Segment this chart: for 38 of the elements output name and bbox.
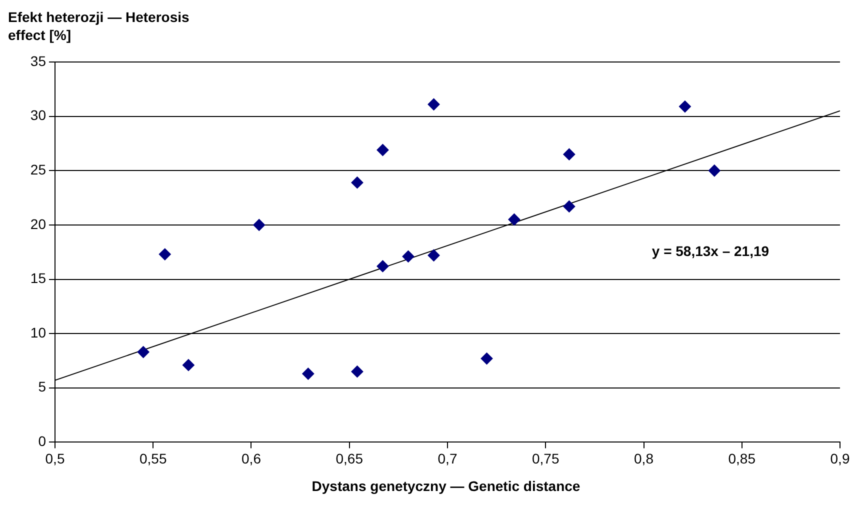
x-axis-title: Dystans genetyczny — Genetic distance <box>310 478 582 494</box>
y-tick-label: 20 <box>30 216 46 232</box>
annotation: y = 58,13x – 21,19 <box>652 242 770 259</box>
point <box>402 250 414 262</box>
x-tick-label: 0,85 <box>728 450 756 466</box>
x-tick-label: 0,9 <box>830 450 850 466</box>
point <box>480 352 493 365</box>
point <box>508 214 520 226</box>
point <box>351 176 364 189</box>
x-tick-label: 0,55 <box>140 450 167 466</box>
y-tick-label: 25 <box>30 161 46 178</box>
point <box>678 100 691 113</box>
x-tick-label: 0,75 <box>532 450 560 466</box>
point <box>428 249 440 262</box>
y-tick-label: 15 <box>30 270 46 286</box>
point <box>158 248 171 260</box>
point <box>302 368 314 380</box>
y-tick-label: 5 <box>38 378 46 395</box>
point <box>428 98 440 110</box>
y-axis-title: Efekt heterozji — Heterosis effect [%] <box>8 8 190 44</box>
point <box>708 164 720 177</box>
y-tick-label: 35 <box>30 52 46 69</box>
point <box>563 200 576 212</box>
point <box>182 359 194 372</box>
x-tick-label: 0,7 <box>438 450 458 466</box>
point <box>376 144 389 156</box>
x-tick-label: 0,5 <box>45 450 65 466</box>
y-tick-label: 30 <box>30 107 46 124</box>
point <box>351 366 364 378</box>
y-tick-label: 10 <box>30 324 46 340</box>
point <box>376 260 389 272</box>
x-tick-label: 0,6 <box>242 450 262 466</box>
point <box>137 346 150 358</box>
x-tick-label: 0,8 <box>634 450 654 466</box>
y-tick-label: 0 <box>38 433 46 450</box>
point <box>563 148 576 160</box>
x-tick-label: 0,65 <box>336 450 364 466</box>
point <box>253 218 266 231</box>
